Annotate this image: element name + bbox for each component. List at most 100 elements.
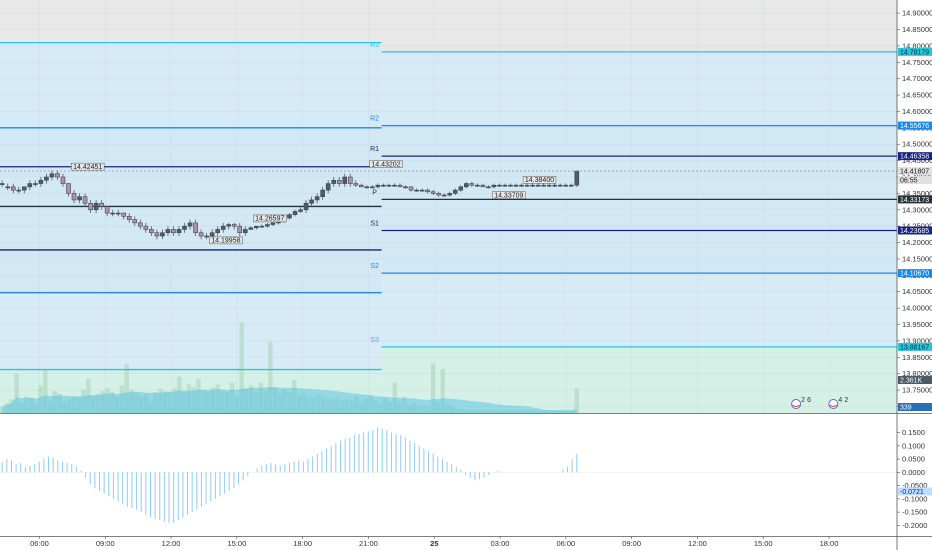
candle-body — [71, 193, 77, 201]
candle-body — [452, 189, 458, 194]
volume-bar — [43, 370, 48, 413]
candle-body — [82, 196, 88, 204]
candle-body — [502, 184, 508, 187]
price-tick-label: 14.90000 — [902, 9, 932, 18]
osc-tick-label: -0.2000 — [902, 521, 927, 530]
candle-body — [77, 196, 82, 201]
volume-bar — [574, 388, 579, 413]
candle-body — [408, 186, 414, 191]
price-label-box — [209, 236, 243, 245]
volume-bar — [268, 341, 273, 413]
candle-body — [331, 179, 336, 184]
candle-body — [552, 184, 557, 187]
time-tick-label: 09:00 — [96, 539, 115, 548]
candle-body — [287, 214, 292, 219]
price-tick-label: 14.50000 — [902, 140, 932, 149]
oscillator-value-tag: -0.0721 — [900, 489, 924, 496]
candle-body — [193, 222, 198, 234]
time-tick-label: 15:00 — [754, 539, 773, 548]
candle-body — [403, 186, 408, 189]
price-label: 14.19958 — [211, 238, 240, 245]
candle-body — [259, 225, 265, 228]
volume-ma-tag: 2.361K — [900, 378, 923, 385]
earnings-count-a: 4 — [838, 397, 842, 404]
pivot-tag-r2: 14.55676 — [900, 123, 929, 130]
price-tick-label: 14.65000 — [902, 91, 932, 100]
candle-body — [66, 183, 71, 194]
candle-body — [298, 209, 303, 212]
candle-body — [436, 193, 441, 196]
candle-body — [397, 184, 403, 188]
candle-body — [215, 229, 220, 234]
earnings-arc — [792, 404, 800, 407]
candle-body — [342, 176, 348, 184]
volume-ma-tag-box — [898, 376, 932, 384]
candle-body — [248, 227, 254, 230]
time-tick-label: 06:00 — [556, 539, 575, 548]
time-tick-label: 06:00 — [30, 539, 49, 548]
candle-body — [88, 202, 93, 211]
candle-body — [513, 184, 519, 187]
price-label-box — [522, 175, 557, 184]
volume-bar — [14, 373, 19, 413]
oscillator-pane[interactable] — [0, 414, 897, 536]
osc-tick-label: -0.1500 — [902, 508, 927, 517]
candle-body — [458, 186, 464, 191]
price-tick-label: 14.35000 — [902, 189, 932, 198]
price-label-box — [71, 162, 105, 171]
candle-body — [0, 183, 5, 185]
volume-tag: 339 — [900, 405, 912, 412]
price-tick-label: 13.85000 — [902, 353, 932, 362]
earnings-count-a: 2 — [801, 397, 805, 404]
candle-body — [5, 186, 11, 189]
price-tick-label: 14.75000 — [902, 58, 932, 67]
price-tick-label: 14.30000 — [902, 205, 932, 214]
pivot-tag-r2-box — [898, 121, 932, 130]
candle-body — [353, 183, 359, 186]
candle-body — [182, 225, 187, 230]
candle-body — [463, 183, 469, 188]
candle-body — [530, 184, 535, 187]
candle-body — [126, 216, 132, 220]
candle-body — [10, 186, 16, 191]
day2-pivot-s3-label: S3 — [370, 337, 379, 344]
price-tick-label: 14.60000 — [902, 107, 932, 116]
price-tick-label: 13.80000 — [902, 369, 932, 378]
volume-ma-area — [2, 387, 577, 413]
day1-zone-r3-r2 — [0, 42, 382, 128]
current-price-tag-box — [898, 167, 932, 176]
candle-body — [16, 189, 22, 192]
candle-body — [508, 184, 513, 187]
day2-pivot-s2-label: S2 — [370, 263, 379, 270]
candle-body — [541, 184, 546, 187]
time-tick-label: 18:00 — [293, 539, 312, 548]
candle-body — [447, 193, 453, 196]
candle-body — [386, 184, 392, 187]
candle-body — [115, 212, 121, 215]
day1-zone-above-r3 — [0, 0, 382, 43]
pivot-tag-r1: 14.46358 — [900, 154, 929, 161]
candle-body — [27, 183, 33, 188]
candle-body — [370, 186, 375, 189]
day2-zone-above-r3 — [381, 0, 897, 52]
candle-body — [475, 184, 480, 187]
pivot-tag-p-box — [898, 195, 932, 204]
day2-zone-s2-s3 — [381, 273, 897, 347]
candle-body — [204, 235, 209, 238]
volume-tag-box — [898, 403, 932, 411]
price-tick-label: 14.15000 — [902, 254, 932, 263]
price-tick-label: 14.05000 — [902, 287, 932, 296]
time-tick-label: 18:00 — [820, 539, 839, 548]
price-pane[interactable]: R3 R2 R1 P S1 S2 S3 14.42451 14.26597 14.19958 14.… — [0, 0, 897, 413]
price-label-box — [369, 160, 403, 168]
candle-body — [414, 189, 419, 192]
volume-bar — [440, 369, 445, 413]
price-tags: 14.78179 14.55676 14.46358 14.33173 14.23685… — [898, 47, 932, 496]
day2-zone-r3-r2 — [381, 51, 897, 126]
candle-body — [237, 225, 243, 234]
oscillator-background — [0, 414, 897, 536]
candle-body — [392, 184, 397, 187]
candle-body — [303, 202, 309, 211]
